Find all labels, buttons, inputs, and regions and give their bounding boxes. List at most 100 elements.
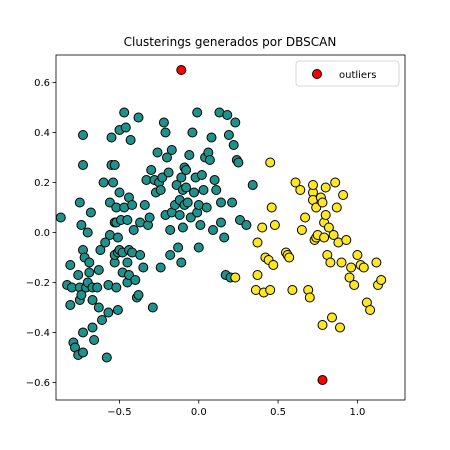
cluster-0-point-133 xyxy=(206,132,217,143)
cluster-0-point-138 xyxy=(216,197,226,208)
y-tick-label-2: −0.2 xyxy=(26,278,50,289)
cluster-0-point-116 xyxy=(182,197,193,208)
cluster-1-point-46 xyxy=(336,257,347,268)
cluster-0-point-100 xyxy=(165,225,176,235)
cluster-0-point-27 xyxy=(87,322,98,333)
cluster-0-point-30 xyxy=(92,282,103,293)
cluster-0-point-0 xyxy=(55,212,66,223)
cluster-0-point-142 xyxy=(222,110,233,120)
cluster-0-point-98 xyxy=(163,167,174,178)
cluster-0-point-85 xyxy=(146,165,157,175)
cluster-0-point-97 xyxy=(162,152,172,163)
cluster-0-point-74 xyxy=(130,275,141,285)
cluster-1-point-48 xyxy=(341,235,352,245)
cluster-1-point-0 xyxy=(230,272,241,283)
cluster-1-point-19 xyxy=(296,225,307,235)
cluster-1-point-47 xyxy=(338,190,349,200)
y-tick-label-5: 0.4 xyxy=(34,128,50,139)
cluster-0-point-145 xyxy=(227,197,238,208)
cluster-0-point-95 xyxy=(160,127,171,138)
cluster-1-point-4 xyxy=(257,222,268,233)
cluster-0-point-72 xyxy=(127,200,138,210)
cluster-0-point-66 xyxy=(122,215,133,225)
legend: outliers xyxy=(295,60,400,87)
cluster-0-point-13 xyxy=(76,220,87,230)
cluster-0-point-24 xyxy=(84,257,95,268)
cluster-0-point-61 xyxy=(119,107,130,118)
cluster-0-point-128 xyxy=(198,185,209,195)
legend-label-outliers: outliers xyxy=(339,70,376,81)
cluster-0-point-81 xyxy=(139,200,150,210)
cluster-0-point-89 xyxy=(152,147,163,158)
cluster-1-point-22 xyxy=(304,292,315,303)
outlier-point-0 xyxy=(176,65,187,75)
cluster-0-point-86 xyxy=(147,302,158,313)
cluster-0-point-94 xyxy=(158,117,169,128)
cluster-0-point-105 xyxy=(173,242,184,253)
cluster-0-point-29 xyxy=(89,335,100,345)
cluster-0-point-15 xyxy=(78,130,88,140)
y-tick-label-4: 0.2 xyxy=(34,178,50,189)
cluster-0-point-25 xyxy=(85,207,96,218)
cluster-1-point-49 xyxy=(344,272,355,283)
cluster-0-point-31 xyxy=(93,302,104,313)
cluster-0-point-79 xyxy=(135,250,146,260)
ticks-layer: −0.5 0.0 0.5 1.0 −0.6 −0.4 −0.2 0.0 0.2 0.4 0.6 xyxy=(26,78,366,418)
cluster-1-point-41 xyxy=(328,230,339,240)
x-tick-label-0: −0.5 xyxy=(107,407,131,418)
y-tick-label-6: 0.6 xyxy=(34,78,50,89)
cluster-1-point-51 xyxy=(349,280,360,290)
cluster-1-point-32 xyxy=(317,320,328,330)
y-tick-label-1: −0.4 xyxy=(26,328,50,339)
cluster-0-point-115 xyxy=(181,165,192,175)
cluster-1-point-2 xyxy=(252,237,263,248)
cluster-1-point-34 xyxy=(319,232,330,243)
cluster-1-point-56 xyxy=(365,305,376,315)
cluster-1-point-31 xyxy=(317,197,328,208)
chart-title: Clusterings generados por DBSCAN xyxy=(124,35,337,49)
cluster-0-point-120 xyxy=(189,187,199,198)
cluster-1-point-24 xyxy=(308,180,318,190)
cluster-0-point-2 xyxy=(65,260,76,270)
cluster-0-point-119 xyxy=(187,127,198,138)
cluster-0-point-77 xyxy=(133,290,144,300)
cluster-0-point-106 xyxy=(174,210,185,220)
cluster-0-point-80 xyxy=(138,262,149,273)
cluster-0-point-117 xyxy=(184,150,195,160)
cluster-0-point-14 xyxy=(78,327,88,338)
cluster-0-point-143 xyxy=(223,130,234,140)
cluster-0-point-109 xyxy=(176,257,187,268)
cluster-0-point-101 xyxy=(166,145,177,155)
cluster-0-point-122 xyxy=(192,107,203,118)
cluster-0-point-73 xyxy=(128,225,139,235)
y-tick-label-0: −0.6 xyxy=(26,378,50,389)
cluster-1-point-20 xyxy=(300,212,311,223)
cluster-1-point-10 xyxy=(266,202,277,213)
x-tick-label-1: 0.0 xyxy=(191,407,207,418)
cluster-0-point-38 xyxy=(103,307,114,318)
cluster-1-point-50 xyxy=(346,262,357,273)
cluster-1-point-42 xyxy=(330,177,341,188)
cluster-0-point-63 xyxy=(120,122,131,133)
legend-outlier-marker xyxy=(312,69,322,79)
cluster-0-point-147 xyxy=(230,117,241,128)
cluster-0-point-64 xyxy=(122,257,133,268)
cluster-0-point-7 xyxy=(73,270,84,280)
cluster-0-point-12 xyxy=(76,290,87,300)
legend-box xyxy=(295,60,400,87)
cluster-0-point-140 xyxy=(219,232,230,243)
cluster-1-point-45 xyxy=(335,322,345,333)
cluster-0-point-54 xyxy=(112,232,123,243)
cluster-0-point-84 xyxy=(144,212,155,223)
cluster-0-point-139 xyxy=(216,217,226,228)
cluster-0-point-91 xyxy=(155,262,166,273)
y-tick-label-3: 0.0 xyxy=(34,228,50,239)
cluster-1-point-35 xyxy=(320,182,331,193)
cluster-0-point-92 xyxy=(155,185,166,195)
cluster-1-point-15 xyxy=(284,252,295,263)
cluster-0-point-22 xyxy=(82,227,93,238)
cluster-0-point-52 xyxy=(112,305,123,315)
points-layer xyxy=(55,65,387,385)
cluster-0-point-48 xyxy=(109,160,120,170)
